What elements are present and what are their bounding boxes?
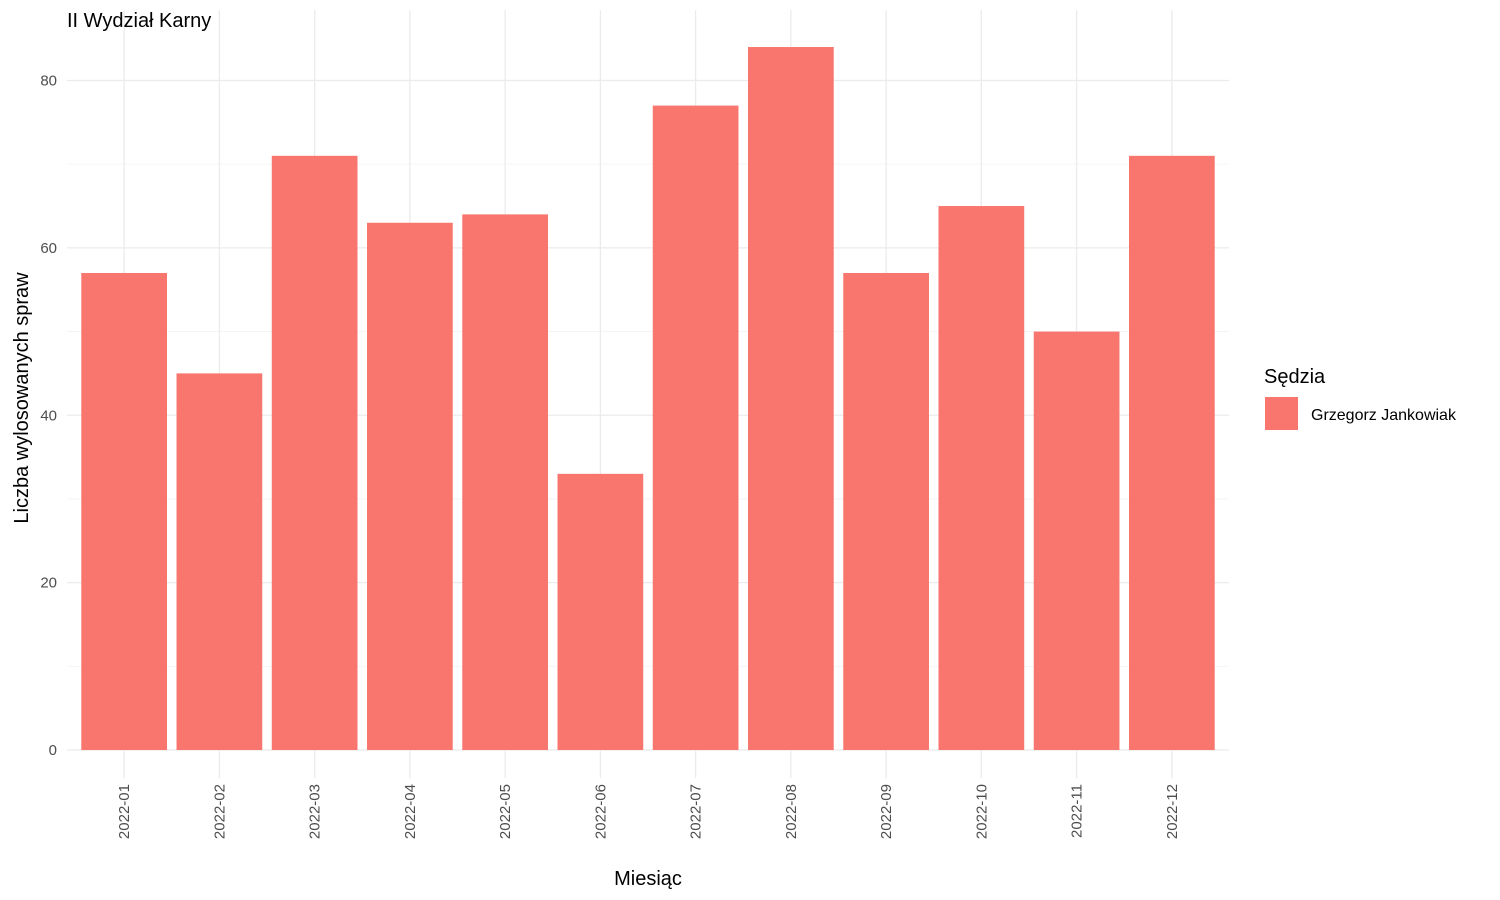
y-tick-label: 80 bbox=[40, 73, 57, 90]
bar-2022-09 bbox=[843, 272, 929, 750]
x-tick-label-2022-04: 2022-04 bbox=[402, 784, 419, 839]
bar-2022-05 bbox=[462, 214, 548, 750]
chart-title: II Wydział Karny bbox=[67, 10, 211, 32]
x-tick-label-2022-08: 2022-08 bbox=[783, 784, 800, 839]
legend: Sędzia Grzegorz Jankowiak bbox=[1264, 366, 1457, 430]
x-tick-label-2022-03: 2022-03 bbox=[307, 784, 324, 839]
x-tick-label-2022-09: 2022-09 bbox=[878, 784, 895, 839]
x-tick-label-2022-07: 2022-07 bbox=[688, 784, 705, 839]
x-axis-ticks: 2022-01 2022-02 2022-03 2022-04 2022-05 2022-… bbox=[116, 784, 1181, 839]
bar-2022-11 bbox=[1033, 331, 1120, 750]
x-tick-label-2022-12: 2022-12 bbox=[1164, 784, 1181, 839]
bar-2022-10 bbox=[938, 206, 1025, 750]
y-axis-ticks: 0 20 40 60 80 bbox=[40, 73, 57, 760]
legend-key-grzegorz-jankowiak bbox=[1265, 397, 1298, 430]
x-tick-label-2022-06: 2022-06 bbox=[592, 784, 609, 839]
x-tick-label-2022-02: 2022-02 bbox=[211, 784, 228, 839]
y-tick-label: 60 bbox=[40, 240, 57, 257]
bar-2022-12 bbox=[1128, 155, 1215, 751]
y-axis-title: Liczba wylosowanych spraw bbox=[11, 272, 33, 524]
y-tick-label: 0 bbox=[49, 742, 57, 759]
legend-label-grzegorz-jankowiak: Grzegorz Jankowiak bbox=[1311, 407, 1457, 424]
bar-2022-04 bbox=[367, 222, 453, 751]
y-tick-label: 40 bbox=[40, 407, 57, 424]
y-tick-label: 20 bbox=[40, 575, 57, 592]
x-axis-title: Miesiąc bbox=[614, 868, 682, 890]
bar-2022-02 bbox=[176, 373, 263, 750]
legend-title: Sędzia bbox=[1264, 366, 1326, 388]
bar-2022-06 bbox=[557, 473, 644, 750]
bar-2022-01 bbox=[81, 272, 168, 750]
bar-2022-07 bbox=[652, 105, 739, 750]
x-tick-label-2022-11: 2022-11 bbox=[1069, 784, 1086, 838]
bars bbox=[81, 47, 1215, 751]
x-tick-label-2022-10: 2022-10 bbox=[973, 784, 990, 839]
bar-2022-03 bbox=[271, 155, 358, 751]
x-tick-label-2022-01: 2022-01 bbox=[116, 784, 133, 839]
x-tick-label-2022-05: 2022-05 bbox=[497, 784, 514, 839]
bar-2022-08 bbox=[748, 47, 834, 750]
